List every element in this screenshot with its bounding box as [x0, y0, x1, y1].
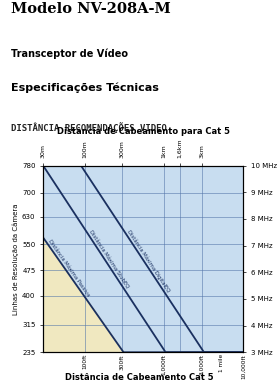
Y-axis label: Linhas de Resolução da Câmera: Linhas de Resolução da Câmera: [13, 203, 19, 315]
Text: Transceptor de Vídeo: Transceptor de Vídeo: [11, 48, 128, 59]
Text: Distância Máxima DigitalEQ: Distância Máxima DigitalEQ: [126, 229, 171, 294]
X-axis label: Distância de Cabeamento para Cat 5: Distância de Cabeamento para Cat 5: [57, 127, 230, 136]
Text: 100ft: 100ft: [82, 354, 87, 369]
Text: 3,000ft: 3,000ft: [199, 354, 204, 375]
Text: 1 mile: 1 mile: [219, 354, 224, 372]
Text: Distância Máxima Passiva: Distância Máxima Passiva: [47, 239, 91, 298]
Text: Distância Máxima StubEQ: Distância Máxima StubEQ: [88, 229, 130, 289]
Text: Modelo NV-208A-M: Modelo NV-208A-M: [11, 2, 171, 16]
Text: 300ft: 300ft: [120, 354, 125, 370]
Text: 10,000ft: 10,000ft: [241, 354, 246, 379]
Text: Distância de Cabeamento Cat 5: Distância de Cabeamento Cat 5: [65, 373, 213, 382]
Text: 1,000ft: 1,000ft: [162, 354, 167, 375]
Text: DISTÂNCIA RECOMENDAÇÕES VIDEO: DISTÂNCIA RECOMENDAÇÕES VIDEO: [11, 122, 167, 133]
Text: Especificações Técnicas: Especificações Técnicas: [11, 82, 159, 92]
